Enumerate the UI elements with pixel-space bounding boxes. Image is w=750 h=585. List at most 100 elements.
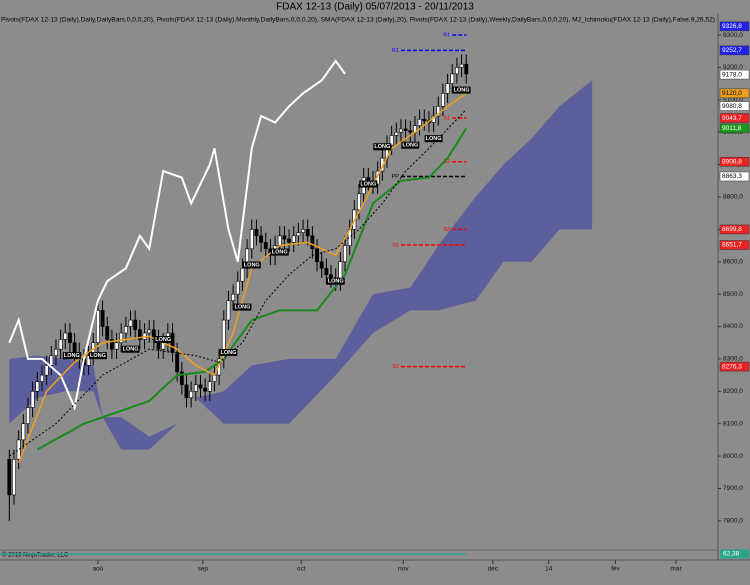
y-tick-label: 8800,0 [723, 194, 743, 201]
candle-body [44, 365, 49, 376]
pivot-label: S2 [444, 159, 451, 165]
copyright: © 2013 NinjaTrader, LLC [2, 552, 69, 559]
candle-body [436, 105, 441, 117]
candle-body [403, 128, 408, 131]
signal-box [424, 135, 443, 143]
signal-box [452, 86, 471, 94]
candle-body [95, 310, 100, 344]
signal-label: LONG [328, 279, 344, 285]
price-flag-label: 9252,7 [722, 47, 742, 54]
candle-body [343, 245, 347, 263]
candle-body [277, 235, 282, 246]
candle-body [40, 374, 44, 382]
pivot-label: R1 [443, 32, 450, 38]
price-flag-label: 9178,0 [722, 71, 742, 78]
candle-body [310, 235, 315, 250]
price-flag-label: 8699,8 [722, 226, 742, 233]
candle-body [305, 229, 310, 237]
y-tick-label: 8200,0 [723, 388, 743, 395]
price-flag [719, 156, 750, 167]
y-tick-label: 7900,0 [723, 485, 743, 492]
candle-body [287, 238, 291, 243]
x-tick-label: mar [670, 566, 682, 573]
signal-label: LONG [360, 181, 376, 187]
pivot-label: R1 [392, 48, 399, 54]
candle-body [189, 391, 194, 399]
signal-box [121, 345, 140, 353]
candle-body [133, 319, 138, 331]
candle-body [254, 229, 259, 237]
candle-body [68, 332, 72, 344]
candle-body [366, 177, 371, 182]
indicator-line [36, 127, 468, 451]
candle-body [259, 235, 264, 243]
signal-box [62, 352, 81, 360]
candle-body [296, 232, 301, 237]
signal-box [233, 303, 252, 311]
candle-body [389, 135, 394, 146]
candle-body [459, 63, 464, 68]
signal-box [373, 143, 392, 151]
price-flag [719, 101, 750, 111]
candle-body [35, 381, 40, 392]
candle-body [291, 235, 296, 243]
candle-body [357, 193, 361, 211]
y-tick-label: 8000,0 [723, 453, 743, 460]
pivot-label: PP [392, 174, 400, 180]
candle-body [235, 280, 240, 295]
candle-body [263, 242, 268, 250]
signal-box [270, 248, 289, 256]
signal-box [242, 261, 261, 269]
candle-body [315, 248, 319, 263]
candle-body [7, 459, 12, 496]
signal-label: LONG [272, 249, 288, 255]
candle-body [408, 130, 413, 133]
y-tick-label: 9200,0 [723, 64, 743, 71]
candle-body [464, 63, 469, 75]
candle-body [324, 267, 329, 276]
price-flag [719, 361, 750, 372]
candle-body [440, 93, 445, 107]
y-tick-label: 8600,0 [723, 258, 743, 265]
candle-body [417, 118, 422, 127]
signal-label: LONG [155, 337, 171, 343]
x-tick-label: 14 [545, 566, 553, 573]
signal-label: LONG [402, 143, 418, 149]
price-flag-label: 9043,7 [722, 115, 742, 122]
price-flag-label: 9326,8 [722, 23, 742, 30]
price-flag-label: 9080,8 [722, 103, 742, 110]
signal-label: LONG [374, 144, 390, 150]
signal-box [401, 141, 420, 149]
candle-body [114, 342, 119, 350]
candle-body [399, 128, 403, 133]
candle-body [422, 118, 427, 122]
signal-label: LONG [426, 136, 442, 142]
candle-body [184, 384, 189, 399]
candle-body [394, 131, 399, 136]
chart-title: FDAX 12-13 (Daily) 05/07/2013 - 20/11/20… [276, 2, 474, 13]
candle-body [249, 229, 254, 250]
candle-body [49, 355, 54, 366]
x-tick-label: nov [398, 566, 409, 573]
signal-label: LONG [454, 88, 470, 94]
candle-body [226, 300, 231, 321]
candle-body [240, 267, 245, 282]
candle-body [109, 339, 114, 350]
signal-label: LONG [64, 353, 80, 359]
candle-body [30, 391, 35, 408]
candle-body [329, 274, 333, 279]
candle-body [105, 326, 110, 340]
candle-body [16, 439, 21, 460]
signal-box [326, 277, 345, 285]
price-flag [719, 21, 750, 32]
candle-body [319, 261, 324, 269]
candle-body [147, 329, 152, 334]
price-flag-label: 8863,3 [722, 173, 742, 180]
signal-label: LONG [221, 350, 237, 356]
candle-body [58, 339, 63, 350]
candle-body [175, 352, 180, 373]
ichimoku-cloud [9, 80, 593, 450]
indicator-line [17, 92, 467, 463]
indicator-flag-label: 62,38 [723, 551, 740, 558]
